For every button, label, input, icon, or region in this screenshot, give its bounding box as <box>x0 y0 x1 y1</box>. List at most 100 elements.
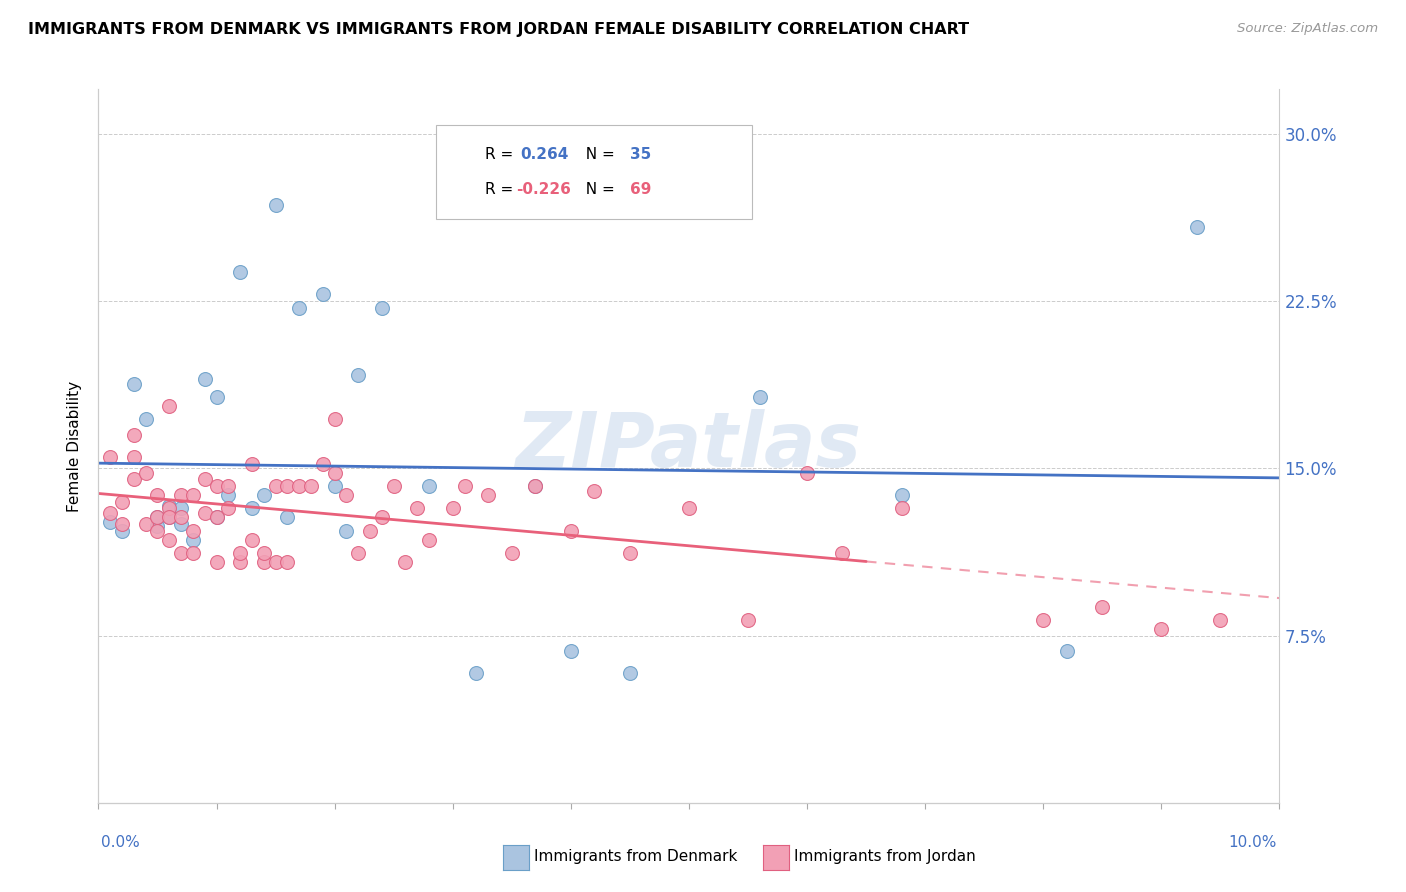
Point <box>890 488 912 502</box>
Point <box>276 479 298 493</box>
Point <box>157 533 180 547</box>
Point <box>477 488 499 502</box>
Point <box>205 479 228 493</box>
Point <box>1209 613 1232 627</box>
Point <box>157 399 180 413</box>
Point <box>146 488 169 502</box>
Point <box>335 524 357 538</box>
Point <box>240 533 263 547</box>
Point <box>98 506 121 520</box>
Point <box>748 390 770 404</box>
Point <box>205 510 228 524</box>
Point <box>453 479 475 493</box>
Point <box>157 500 180 514</box>
Point <box>122 473 145 487</box>
Point <box>299 479 322 493</box>
Point <box>335 488 357 502</box>
Point <box>135 412 157 426</box>
Point <box>323 412 346 426</box>
Point <box>146 510 169 524</box>
Point <box>323 466 346 480</box>
Point <box>240 457 263 471</box>
Point <box>276 555 298 569</box>
Point <box>312 457 335 471</box>
Point <box>264 198 287 212</box>
Text: ZIPatlas: ZIPatlas <box>516 409 862 483</box>
Point <box>240 501 263 516</box>
Point <box>560 524 582 538</box>
Point <box>347 368 370 382</box>
Point <box>312 287 335 301</box>
Text: 10.0%: 10.0% <box>1229 836 1277 850</box>
Point <box>217 488 239 502</box>
Point <box>253 488 276 502</box>
Point <box>229 546 252 560</box>
Point <box>619 666 641 681</box>
Point <box>181 546 204 560</box>
Point <box>111 524 134 538</box>
Point <box>347 546 370 560</box>
Point <box>217 501 239 516</box>
Point <box>371 510 394 524</box>
Text: R =: R = <box>485 183 519 197</box>
Point <box>157 510 180 524</box>
Point <box>371 301 394 315</box>
Point <box>501 546 523 560</box>
Point <box>170 501 193 516</box>
Text: Immigrants from Denmark: Immigrants from Denmark <box>534 849 738 863</box>
Point <box>135 517 157 532</box>
Point <box>524 479 547 493</box>
Text: 0.0%: 0.0% <box>101 836 141 850</box>
Point <box>406 501 429 516</box>
Point <box>276 510 298 524</box>
Text: 69: 69 <box>630 183 651 197</box>
Text: Source: ZipAtlas.com: Source: ZipAtlas.com <box>1237 22 1378 36</box>
Point <box>288 301 311 315</box>
Point <box>229 265 252 279</box>
Point <box>524 479 547 493</box>
Point <box>205 555 228 569</box>
Point <box>98 450 121 465</box>
Point <box>560 644 582 658</box>
Point <box>619 546 641 560</box>
Point <box>205 390 228 404</box>
Point <box>122 450 145 465</box>
Text: N =: N = <box>576 183 620 197</box>
Text: -0.226: -0.226 <box>516 183 571 197</box>
Point <box>394 555 416 569</box>
Point <box>170 517 193 532</box>
Point <box>194 506 217 520</box>
Point <box>796 466 818 480</box>
Text: 0.264: 0.264 <box>520 147 568 161</box>
Text: 35: 35 <box>630 147 651 161</box>
Point <box>194 372 217 386</box>
Point <box>323 479 346 493</box>
Text: IMMIGRANTS FROM DENMARK VS IMMIGRANTS FROM JORDAN FEMALE DISABILITY CORRELATION : IMMIGRANTS FROM DENMARK VS IMMIGRANTS FR… <box>28 22 969 37</box>
Point <box>288 479 311 493</box>
Point <box>264 555 287 569</box>
Point <box>205 510 228 524</box>
Point <box>890 501 912 516</box>
Point <box>1032 613 1054 627</box>
Point <box>253 546 276 560</box>
Point <box>1091 599 1114 614</box>
Point <box>111 494 134 508</box>
Point <box>1056 644 1078 658</box>
Point <box>181 533 204 547</box>
Point <box>194 473 217 487</box>
Point <box>441 501 464 516</box>
Point <box>98 515 121 529</box>
Point <box>678 501 700 516</box>
Point <box>359 524 381 538</box>
Point <box>135 466 157 480</box>
Text: N =: N = <box>576 147 620 161</box>
Point <box>418 533 440 547</box>
Point <box>146 519 169 533</box>
Text: Immigrants from Jordan: Immigrants from Jordan <box>794 849 976 863</box>
Point <box>1150 622 1173 636</box>
Point <box>146 524 169 538</box>
Point <box>831 546 853 560</box>
Point <box>111 517 134 532</box>
Point <box>146 510 169 524</box>
Point <box>382 479 405 493</box>
